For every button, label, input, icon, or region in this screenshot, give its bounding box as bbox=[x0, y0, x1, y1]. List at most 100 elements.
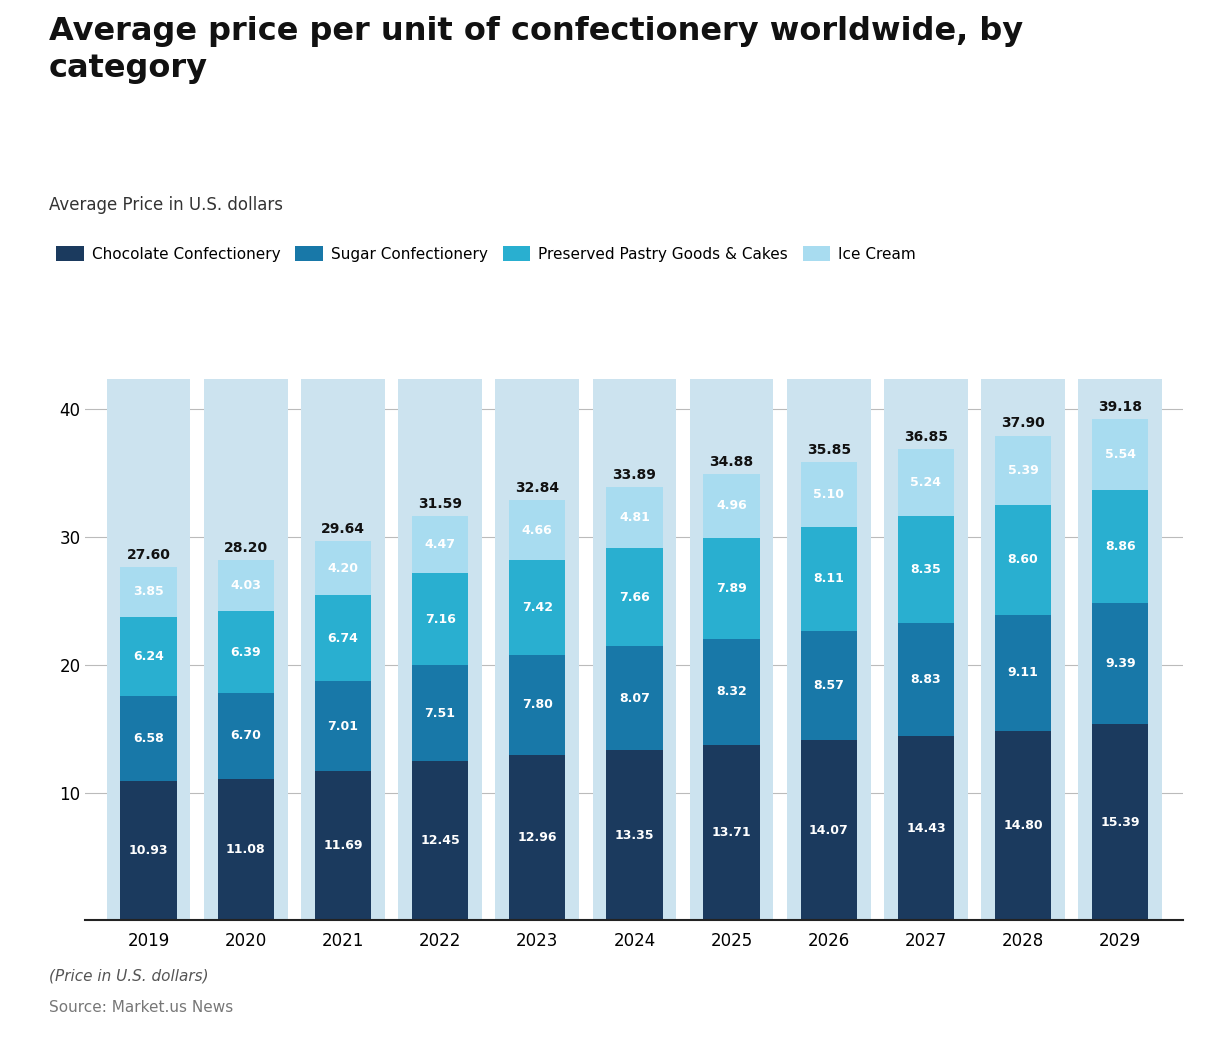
Text: 6.39: 6.39 bbox=[231, 645, 261, 658]
Text: 29.64: 29.64 bbox=[321, 522, 365, 536]
Bar bbox=[217, 560, 274, 612]
Text: 8.11: 8.11 bbox=[814, 572, 844, 585]
Bar bbox=[217, 779, 274, 920]
Text: 14.07: 14.07 bbox=[809, 824, 849, 837]
Bar bbox=[412, 573, 468, 665]
Text: 5.39: 5.39 bbox=[1008, 463, 1038, 476]
Bar bbox=[800, 741, 856, 920]
Text: 4.47: 4.47 bbox=[425, 539, 455, 551]
Text: 5.54: 5.54 bbox=[1105, 449, 1136, 461]
Text: 7.51: 7.51 bbox=[425, 707, 455, 719]
Bar bbox=[704, 745, 760, 920]
Bar bbox=[898, 516, 954, 623]
Text: 9.11: 9.11 bbox=[1008, 667, 1038, 679]
Bar bbox=[107, 379, 190, 920]
Text: 6.24: 6.24 bbox=[133, 650, 163, 663]
Bar bbox=[217, 693, 274, 779]
Bar bbox=[800, 527, 856, 631]
Text: 4.03: 4.03 bbox=[231, 579, 261, 591]
Text: 8.83: 8.83 bbox=[910, 673, 941, 686]
Text: (Price in U.S. dollars): (Price in U.S. dollars) bbox=[49, 968, 209, 983]
Text: 28.20: 28.20 bbox=[223, 541, 267, 554]
Bar bbox=[689, 379, 773, 920]
Legend: Chocolate Confectionery, Sugar Confectionery, Preserved Pastry Goods & Cakes, Ic: Chocolate Confectionery, Sugar Confectio… bbox=[56, 245, 916, 261]
Text: 8.35: 8.35 bbox=[910, 563, 942, 576]
Bar bbox=[315, 595, 371, 681]
Bar bbox=[121, 567, 177, 617]
Text: 11.08: 11.08 bbox=[226, 843, 266, 856]
Bar bbox=[704, 537, 760, 639]
Text: 36.85: 36.85 bbox=[904, 430, 948, 444]
Bar bbox=[898, 449, 954, 516]
Text: 11.69: 11.69 bbox=[323, 839, 362, 852]
Bar bbox=[315, 771, 371, 920]
Text: Source: Market.us News: Source: Market.us News bbox=[49, 1000, 233, 1015]
Text: 6.70: 6.70 bbox=[231, 729, 261, 743]
Bar bbox=[898, 735, 954, 920]
Bar bbox=[994, 615, 1052, 731]
Bar bbox=[1092, 724, 1148, 920]
Bar bbox=[898, 623, 954, 735]
Bar bbox=[606, 750, 662, 920]
Bar bbox=[412, 761, 468, 920]
Text: 31.59: 31.59 bbox=[418, 497, 462, 511]
Text: 7.89: 7.89 bbox=[716, 582, 747, 595]
Bar bbox=[606, 487, 662, 548]
Bar bbox=[315, 681, 371, 771]
Bar bbox=[301, 379, 384, 920]
Bar bbox=[1092, 490, 1148, 603]
Bar bbox=[509, 560, 565, 655]
Bar bbox=[1092, 419, 1148, 490]
Bar bbox=[121, 617, 177, 696]
Text: 12.45: 12.45 bbox=[420, 835, 460, 847]
Bar bbox=[800, 461, 856, 527]
Bar bbox=[509, 655, 565, 754]
Text: 7.16: 7.16 bbox=[425, 613, 455, 625]
Bar bbox=[704, 474, 760, 537]
Text: 35.85: 35.85 bbox=[806, 442, 850, 457]
Bar bbox=[606, 548, 662, 646]
Text: 5.24: 5.24 bbox=[910, 476, 942, 489]
Text: 7.66: 7.66 bbox=[619, 591, 650, 604]
Bar bbox=[1092, 603, 1148, 724]
Text: Average Price in U.S. dollars: Average Price in U.S. dollars bbox=[49, 196, 283, 214]
Text: 6.58: 6.58 bbox=[133, 732, 163, 745]
Bar bbox=[884, 379, 967, 920]
Text: 4.81: 4.81 bbox=[619, 511, 650, 524]
Text: 9.39: 9.39 bbox=[1105, 657, 1136, 670]
Bar bbox=[981, 379, 1065, 920]
Bar bbox=[994, 731, 1052, 920]
Text: 13.35: 13.35 bbox=[615, 828, 654, 841]
Bar bbox=[315, 542, 371, 595]
Text: 33.89: 33.89 bbox=[612, 468, 656, 481]
Bar bbox=[994, 436, 1052, 505]
Bar bbox=[398, 379, 482, 920]
Bar bbox=[606, 646, 662, 750]
Text: 12.96: 12.96 bbox=[517, 831, 558, 844]
Bar bbox=[994, 505, 1052, 615]
Text: 32.84: 32.84 bbox=[515, 481, 559, 495]
Text: 7.42: 7.42 bbox=[522, 601, 553, 614]
Bar bbox=[121, 781, 177, 920]
Text: 14.43: 14.43 bbox=[906, 822, 946, 835]
Bar bbox=[217, 612, 274, 693]
Text: 5.10: 5.10 bbox=[814, 488, 844, 500]
Bar bbox=[412, 665, 468, 761]
Text: 34.88: 34.88 bbox=[710, 455, 754, 469]
Text: 13.71: 13.71 bbox=[711, 826, 752, 839]
Text: 14.80: 14.80 bbox=[1003, 819, 1043, 833]
Bar bbox=[495, 379, 580, 920]
Text: 10.93: 10.93 bbox=[129, 844, 168, 857]
Bar bbox=[1078, 379, 1161, 920]
Text: 27.60: 27.60 bbox=[127, 548, 171, 562]
Bar bbox=[509, 754, 565, 920]
Text: 8.60: 8.60 bbox=[1008, 553, 1038, 566]
Text: 8.86: 8.86 bbox=[1105, 541, 1136, 553]
Text: 15.39: 15.39 bbox=[1100, 816, 1139, 828]
Bar bbox=[787, 379, 871, 920]
Text: 4.20: 4.20 bbox=[327, 562, 359, 574]
Text: 8.07: 8.07 bbox=[619, 692, 650, 705]
Bar bbox=[509, 500, 565, 560]
Text: 39.18: 39.18 bbox=[1098, 400, 1142, 414]
Text: 4.66: 4.66 bbox=[522, 524, 553, 536]
